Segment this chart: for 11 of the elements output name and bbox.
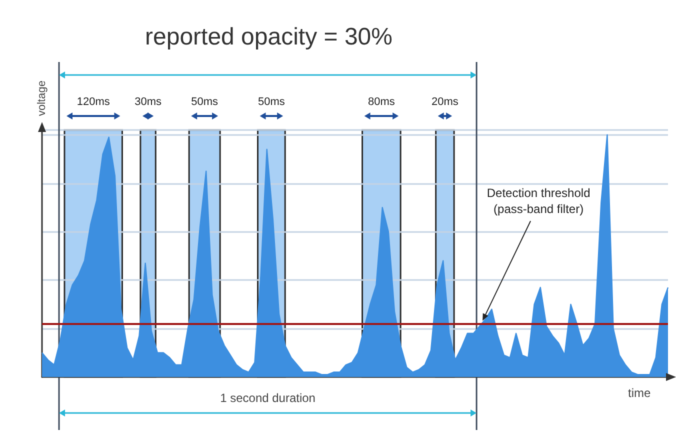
text: 50ms xyxy=(258,96,286,108)
text: 30ms xyxy=(134,96,162,108)
annotation: Detection threshold (pass-band filter) xyxy=(486,186,590,216)
text: 1 second duration xyxy=(220,391,316,405)
text: 80ms xyxy=(368,96,396,108)
x-axis-title: time xyxy=(628,386,651,400)
text: 50ms xyxy=(191,96,219,108)
text: 120ms xyxy=(76,96,110,108)
text: 20ms xyxy=(431,96,459,108)
chart-title: reported opacity = 30% xyxy=(145,24,392,50)
y-axis-title: voltage xyxy=(36,80,48,116)
